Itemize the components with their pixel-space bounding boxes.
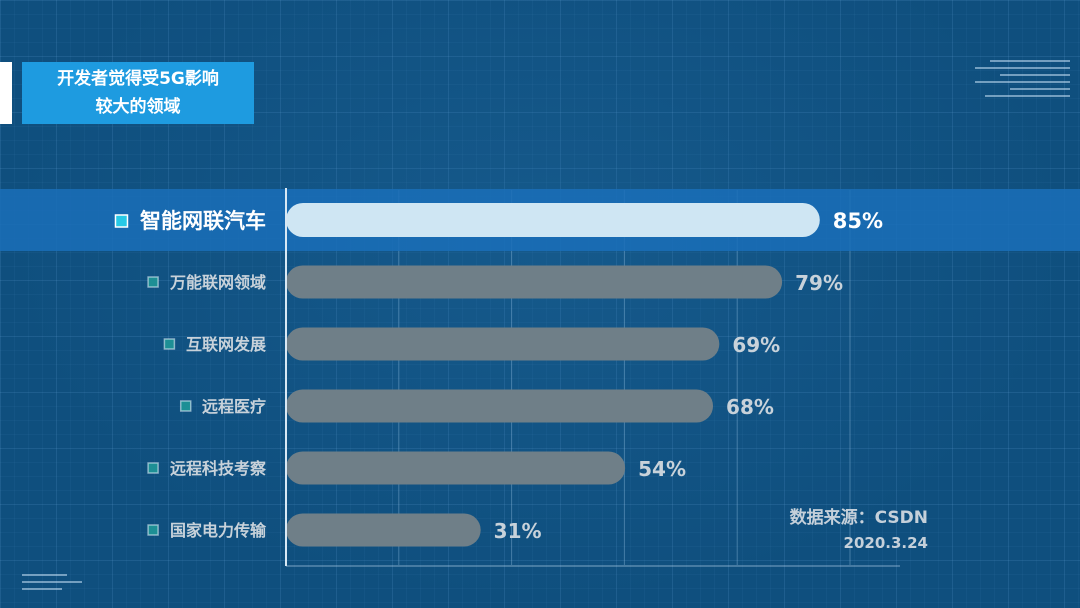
category-marker: [114, 214, 129, 228]
category-label: 国家电力传输: [170, 521, 267, 540]
title-accent-bar: [0, 62, 12, 124]
bar: [286, 389, 714, 423]
category-label: 智能网联汽车: [140, 209, 266, 233]
bar-value-label: 54%: [638, 457, 686, 481]
bar-value-label: 68%: [726, 395, 774, 419]
category-marker: [147, 276, 159, 288]
decorative-lines-bottom-left: [22, 574, 82, 595]
chart-title-line-2: 较大的领域: [95, 97, 181, 117]
category-marker: [179, 400, 192, 412]
category-marker: [147, 524, 159, 536]
bar: [286, 327, 720, 361]
category-label: 远程科技考察: [170, 459, 267, 478]
bar: [286, 203, 820, 237]
bar-value-label: 85%: [833, 209, 883, 233]
chart-title-line-1: 开发者觉得受5G影响: [57, 69, 219, 89]
bar-value-label: 79%: [795, 271, 843, 295]
data-source: 数据来源：CSDN 2020.3.24: [790, 506, 928, 556]
category-label: 互联网发展: [186, 335, 267, 354]
category-marker: [147, 462, 159, 474]
source-label: 数据来源：CSDN: [789, 508, 928, 528]
bar: [286, 265, 783, 299]
bar-value-label: 31%: [494, 519, 542, 543]
decorative-lines-top-right: [975, 60, 1070, 102]
chart-title-box: 开发者觉得受5G影响 较大的领域: [22, 62, 254, 124]
category-marker: [163, 338, 176, 350]
category-label: 万能联网领域: [169, 273, 266, 292]
category-label: 远程医疗: [202, 397, 266, 416]
bar: [286, 451, 626, 485]
bar: [286, 513, 481, 547]
source-date: 2020.3.24: [843, 534, 928, 552]
bar-value-label: 69%: [732, 333, 780, 357]
